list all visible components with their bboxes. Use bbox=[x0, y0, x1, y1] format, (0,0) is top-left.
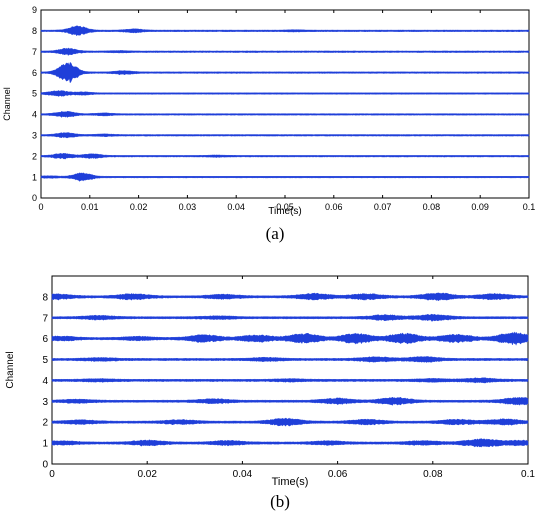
channel-5-trace bbox=[40, 90, 530, 97]
channel-3-trace bbox=[51, 396, 529, 406]
channel-7-trace bbox=[40, 47, 530, 56]
channel-2-trace bbox=[51, 417, 529, 427]
channel-3-trace bbox=[40, 132, 530, 139]
y-tick-label: 9 bbox=[32, 5, 37, 15]
channel-4-trace bbox=[51, 377, 529, 384]
y-tick-label: 8 bbox=[42, 292, 48, 303]
x-tick-label: 0.03 bbox=[179, 202, 197, 212]
y-tick-label: 0 bbox=[42, 460, 48, 471]
y-tick-label: 7 bbox=[42, 313, 48, 324]
x-tick-label: 0 bbox=[38, 202, 43, 212]
x-tick-label: 0.02 bbox=[137, 469, 157, 480]
plot-frame bbox=[40, 9, 530, 199]
panel-a: 0 0.01 0.02 0.03 0.04 0.05 0.06 0.07 0.08 0.09 0.1… bbox=[2, 5, 535, 243]
x-tick-label: 0.08 bbox=[423, 202, 441, 212]
x-axis-label: Time(s) bbox=[272, 476, 309, 488]
channel-7-trace bbox=[51, 313, 529, 322]
channel-6-trace bbox=[40, 62, 530, 84]
y-tick-label: 0 bbox=[32, 193, 37, 203]
y-axis-label: Channel bbox=[5, 351, 16, 388]
y-tick-label: 3 bbox=[32, 130, 37, 140]
y-tick-label: 2 bbox=[32, 151, 37, 161]
y-tick-label: 1 bbox=[32, 172, 37, 182]
y-tick-label: 6 bbox=[32, 68, 37, 78]
panel-caption: (a) bbox=[266, 224, 285, 243]
x-tick-label: 0.1 bbox=[523, 202, 536, 212]
x-tick-label: 0.04 bbox=[227, 202, 245, 212]
channel-8-trace bbox=[40, 25, 530, 37]
y-tick-label: 2 bbox=[42, 418, 48, 429]
x-tick-label: 0.04 bbox=[233, 469, 253, 480]
x-tick-label: 0.07 bbox=[374, 202, 392, 212]
x-tick-label: 0.06 bbox=[328, 469, 348, 480]
y-tick-label: 7 bbox=[32, 47, 37, 57]
y-tick-label: 5 bbox=[32, 89, 37, 99]
plot-frame bbox=[51, 275, 529, 465]
x-tick-label: 0.06 bbox=[325, 202, 343, 212]
y-tick-label: 4 bbox=[42, 376, 48, 387]
channel-5-trace bbox=[51, 356, 529, 363]
x-tick-label: 0.01 bbox=[81, 202, 99, 212]
channel-1-trace bbox=[51, 438, 529, 448]
x-tick-label: 0 bbox=[49, 469, 55, 480]
y-tick-label: 6 bbox=[42, 334, 48, 345]
y-tick-label: 8 bbox=[32, 26, 37, 36]
x-tick-label: 0.05 bbox=[276, 202, 294, 212]
channel-4-trace bbox=[40, 110, 530, 118]
y-tick-label: 4 bbox=[32, 110, 37, 120]
y-tick-label: 1 bbox=[42, 439, 48, 450]
x-tick-label: 0.02 bbox=[130, 202, 148, 212]
x-tick-label: 0.08 bbox=[423, 469, 443, 480]
panel-caption: (b) bbox=[270, 492, 290, 511]
panel-b: 0 0.02 0.04 0.06 0.08 0.1 0 1 2 3 4 5 6 7 8 Time(s) Chan… bbox=[5, 275, 535, 511]
x-axis-label: Time(s) bbox=[268, 206, 302, 217]
y-axis-label: Channel bbox=[2, 87, 12, 121]
x-tick-label: 0.1 bbox=[521, 469, 535, 480]
y-tick-label: 5 bbox=[42, 355, 48, 366]
channel-8-trace bbox=[51, 292, 529, 302]
channel-6-trace bbox=[51, 331, 529, 346]
x-tick-label: 0.09 bbox=[471, 202, 489, 212]
channel-1-trace bbox=[40, 172, 530, 182]
channel-2-trace bbox=[40, 152, 530, 160]
y-tick-label: 3 bbox=[42, 397, 48, 408]
